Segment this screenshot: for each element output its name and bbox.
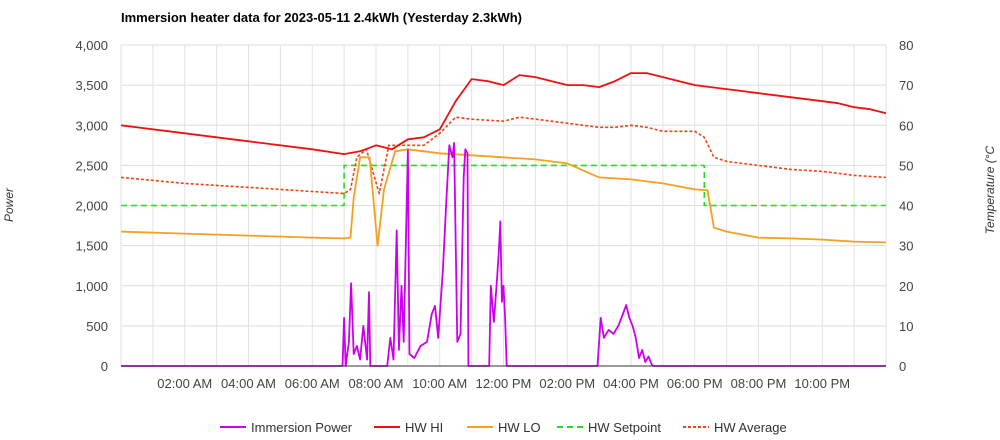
- y-tick-left: 4,000: [75, 38, 108, 53]
- x-tick-label: 06:00 PM: [667, 376, 723, 391]
- y-axis-right-title: Temperature (°C: [983, 145, 997, 234]
- y-tick-left: 0: [101, 359, 108, 374]
- x-tick-label: 04:00 PM: [603, 376, 659, 391]
- y-tick-left: 3,500: [75, 78, 108, 93]
- y-tick-right: 80: [899, 38, 913, 53]
- series-line-hw-setpoint: [121, 164, 886, 207]
- axes: 0 0 500 10 1,000 20 1,500 30 2,000 40 2,500 50 3,000…: [75, 38, 913, 391]
- legend: Immersion Power HW HI HW LO HW Setpoint HW A…: [220, 420, 787, 435]
- y-tick-left: 2,000: [75, 199, 108, 214]
- x-tick-label: 12:00 PM: [476, 376, 532, 391]
- x-tick-label: 08:00 AM: [349, 376, 404, 391]
- y-tick-left: 500: [86, 319, 108, 334]
- y-tick-left: 2,500: [75, 158, 108, 173]
- y-tick-left: 1,000: [75, 279, 108, 294]
- y-tick-right: 40: [899, 199, 913, 214]
- x-tick-label: 06:00 AM: [285, 376, 340, 391]
- y-axis-left-title: Power: [2, 187, 16, 222]
- series-line-hw-average: [120, 116, 887, 195]
- x-tick-label: 02:00 AM: [157, 376, 212, 391]
- series-layer: [120, 72, 887, 367]
- y-tick-right: 50: [899, 158, 913, 173]
- series-line-hw-hi: [120, 72, 887, 155]
- legend-label: HW Setpoint: [588, 420, 661, 435]
- chart-title: Immersion heater data for 2023-05-11 2.4…: [121, 10, 522, 25]
- y-tick-right: 70: [899, 78, 913, 93]
- x-tick-label: 10:00 AM: [412, 376, 467, 391]
- y-tick-right: 0: [899, 359, 906, 374]
- y-tick-right: 10: [899, 319, 913, 334]
- legend-label: HW HI: [405, 420, 443, 435]
- y-tick-right: 20: [899, 279, 913, 294]
- y-tick-left: 3,000: [75, 118, 108, 133]
- y-tick-right: 30: [899, 239, 913, 254]
- x-tick-label: 10:00 PM: [794, 376, 850, 391]
- x-tick-label: 02:00 PM: [539, 376, 595, 391]
- legend-label: HW LO: [498, 420, 541, 435]
- legend-label: Immersion Power: [251, 420, 353, 435]
- x-tick-label: 04:00 AM: [221, 376, 276, 391]
- y-tick-right: 60: [899, 118, 913, 133]
- x-tick-label: 08:00 PM: [731, 376, 787, 391]
- series-line-hw-lo: [120, 148, 887, 247]
- series-line-immersion-power: [121, 142, 886, 367]
- legend-label: HW Average: [714, 420, 787, 435]
- y-tick-left: 1,500: [75, 239, 108, 254]
